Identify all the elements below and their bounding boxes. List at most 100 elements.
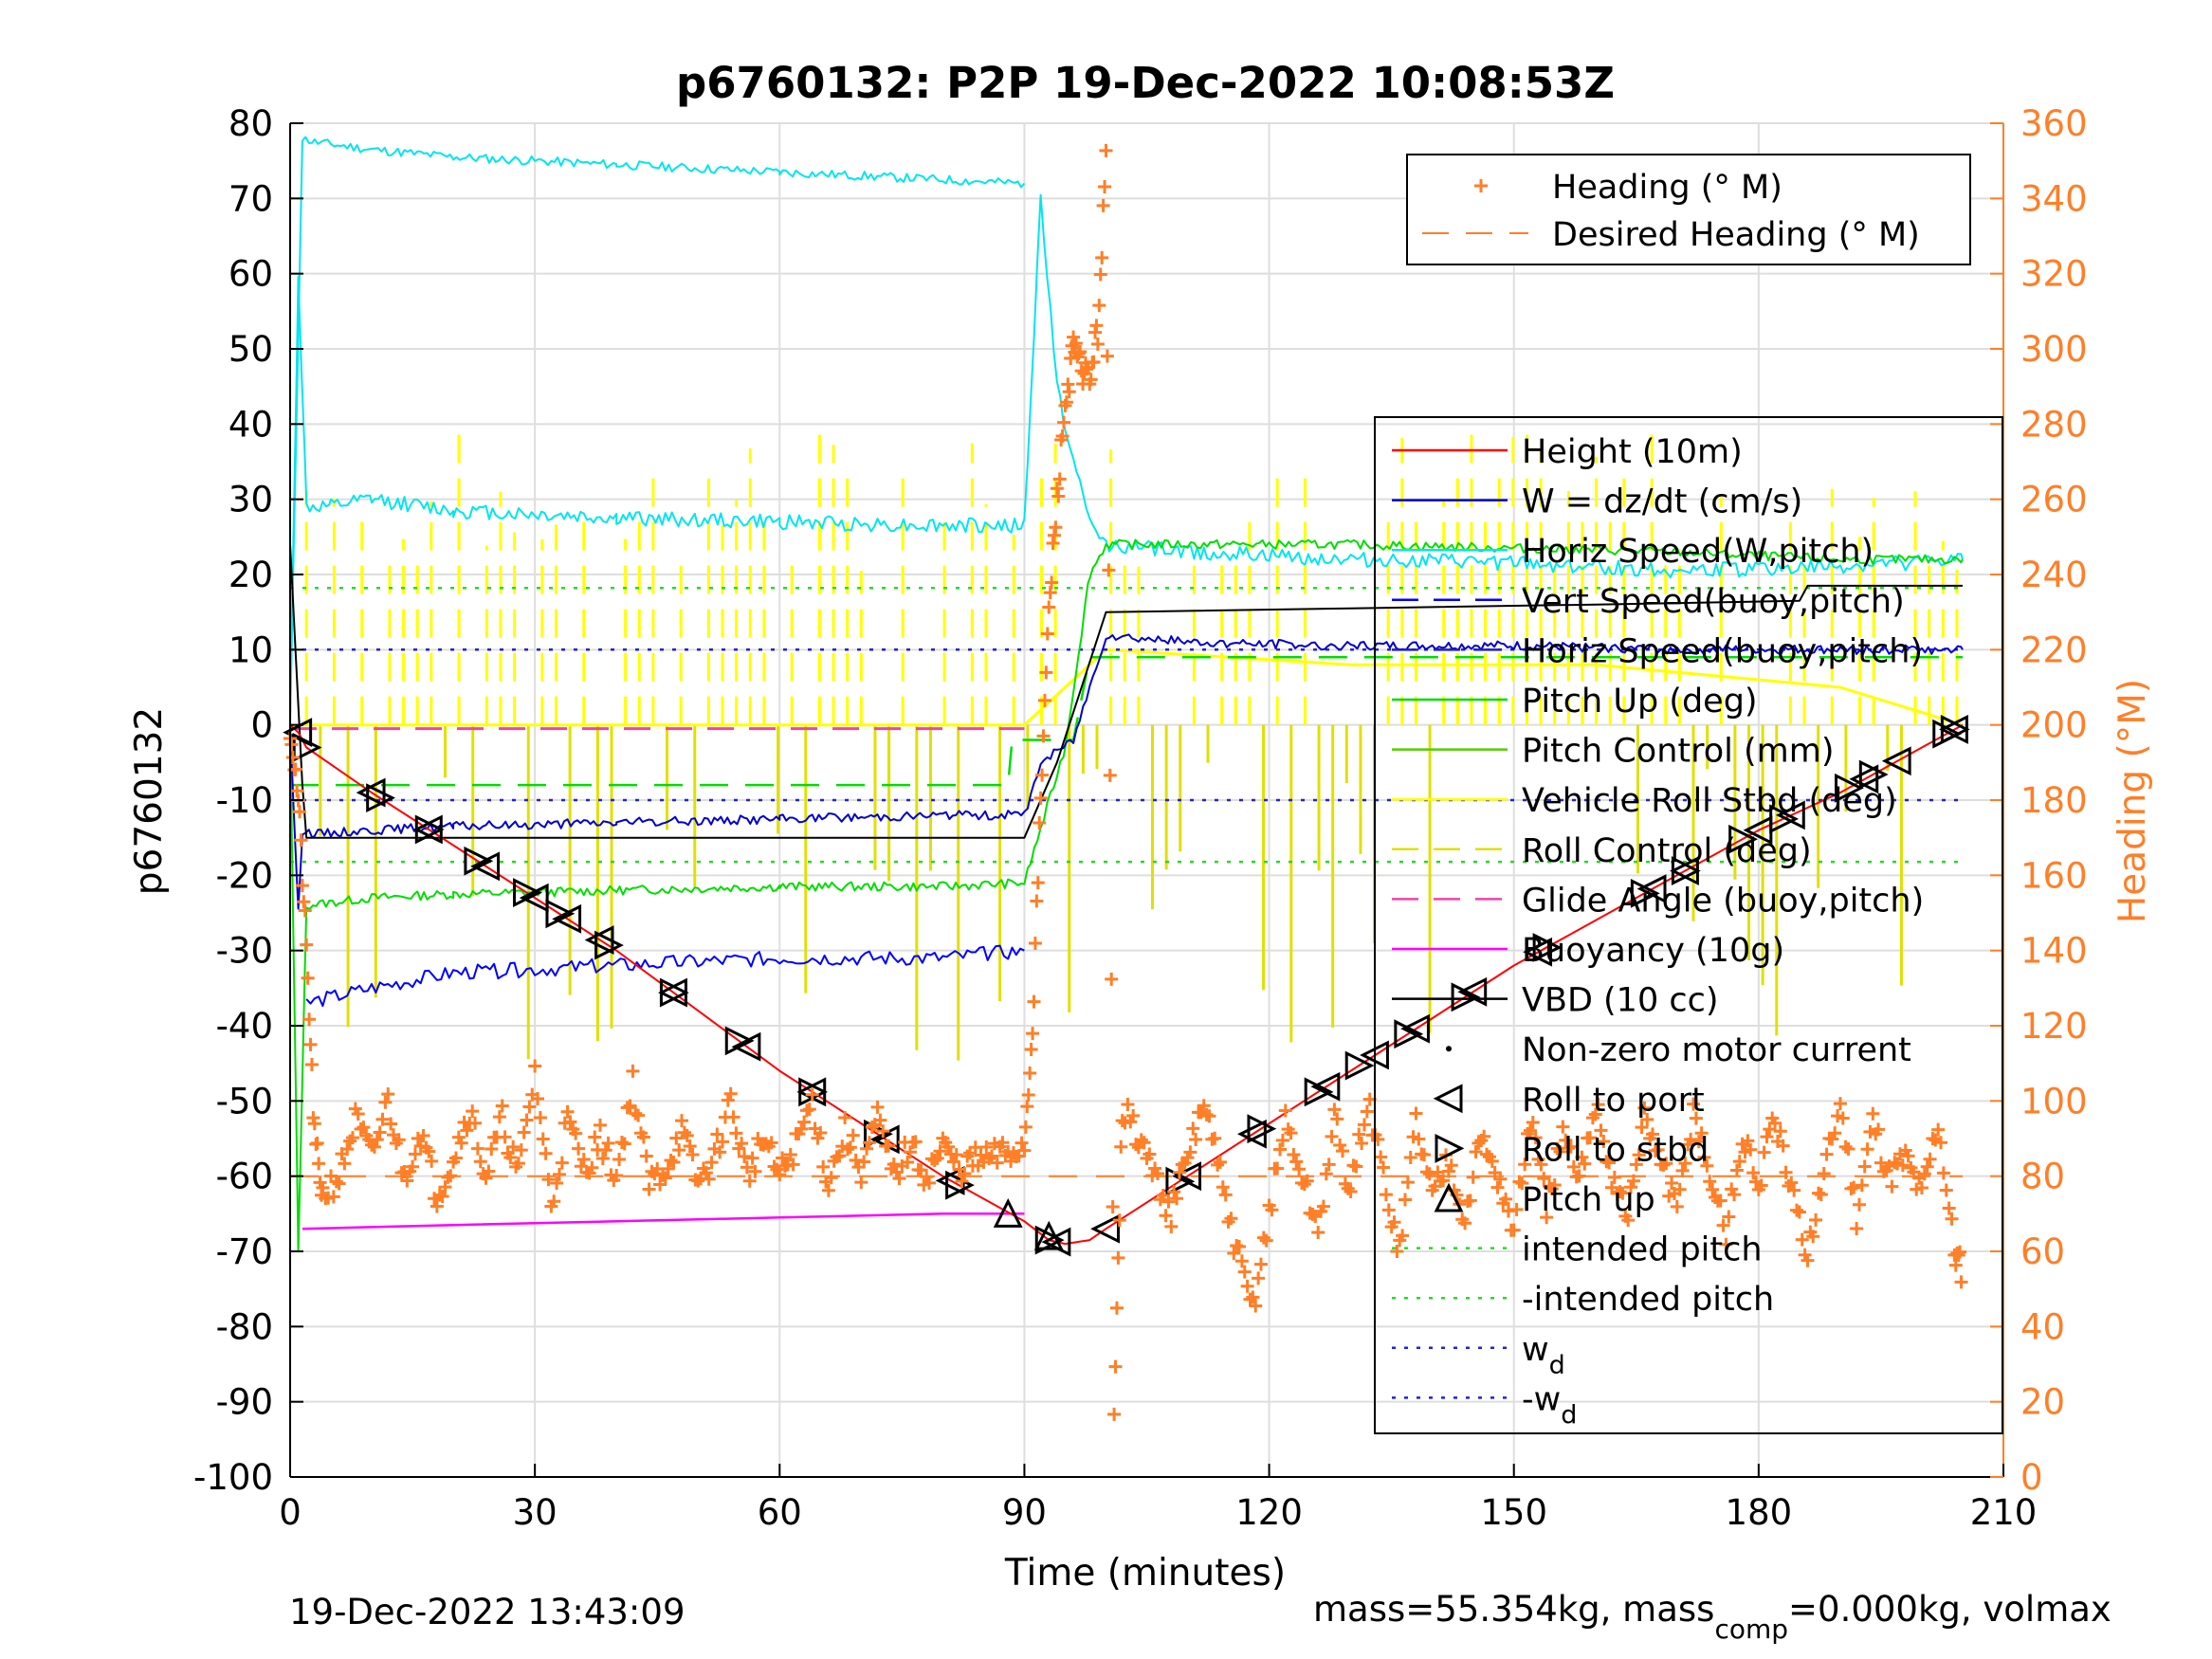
heading-marker (1659, 1157, 1673, 1171)
heading-marker (406, 1159, 420, 1174)
heading-marker (882, 1139, 896, 1153)
heading-marker (460, 1123, 474, 1138)
heading-marker (1469, 1145, 1483, 1159)
y2-tick-label: 200 (2020, 705, 2088, 746)
heading-marker (832, 1149, 847, 1163)
heading-marker (1398, 1193, 1412, 1207)
heading-marker (614, 1135, 629, 1149)
main-legend-box (1374, 416, 2003, 1434)
heading-marker (979, 1139, 994, 1154)
x-tick-label: 210 (1970, 1492, 2038, 1533)
heading-marker (1583, 1131, 1598, 1145)
heading-marker (1621, 1213, 1636, 1228)
heading-marker (1537, 1172, 1551, 1186)
heading-marker (1575, 1150, 1589, 1164)
y-tick-label: 80 (229, 103, 273, 144)
heading-marker (1143, 1147, 1157, 1161)
heading-marker (1697, 1150, 1711, 1164)
heading-marker (740, 1160, 754, 1175)
heading-marker (1463, 1194, 1477, 1208)
heading-marker (1744, 1142, 1758, 1157)
heading-marker (588, 1130, 602, 1144)
heading-marker (1265, 1203, 1279, 1217)
heading-marker (295, 879, 309, 893)
heading-legend-entry: Desired Heading (° M) (1552, 216, 1920, 254)
heading-marker (1134, 1133, 1148, 1147)
heading-marker (990, 1156, 1004, 1170)
x-tick-label: 60 (758, 1492, 802, 1533)
roll-to-port-marker (731, 1031, 761, 1062)
heading-marker (1183, 1145, 1197, 1159)
y2-tick-label: 100 (2020, 1081, 2088, 1121)
heading-marker (721, 1093, 735, 1107)
heading-marker (1035, 768, 1050, 782)
heading-marker (1172, 1165, 1186, 1179)
legend-dot-symbol (1446, 1046, 1452, 1052)
roll-to-stbd-marker (1394, 1019, 1424, 1049)
heading-marker (1202, 1109, 1216, 1123)
roll-to-stbd-marker (724, 1026, 755, 1056)
heading-marker (1069, 337, 1083, 351)
heading-marker (642, 1182, 656, 1196)
heading-marker (473, 1155, 487, 1169)
heading-marker (1836, 1111, 1850, 1125)
heading-marker (639, 1149, 653, 1163)
y-tick-label: -70 (216, 1231, 273, 1272)
heading-marker (400, 1174, 414, 1188)
heading-marker (862, 1136, 876, 1150)
heading-marker (1352, 1127, 1366, 1141)
heading-marker (1635, 1121, 1649, 1135)
legend-triangle-symbol (1433, 1084, 1463, 1114)
heading-marker (1624, 1180, 1638, 1194)
heading-marker (1098, 180, 1112, 194)
heading-marker (1914, 1181, 1929, 1195)
heading-marker (312, 1157, 326, 1171)
series-w (289, 633, 1964, 910)
heading-marker (1526, 1116, 1540, 1129)
heading-marker (307, 1117, 321, 1131)
heading-marker (1518, 1158, 1532, 1172)
heading-marker (1594, 1123, 1608, 1138)
heading-marker (1566, 1159, 1581, 1174)
heading-marker (1161, 1194, 1176, 1209)
heading-marker (1499, 1192, 1513, 1206)
y-tick-label: -80 (216, 1306, 273, 1347)
heading-marker (1602, 1156, 1617, 1170)
heading-marker (903, 1145, 917, 1159)
heading-marker (982, 1152, 996, 1166)
heading-marker (1087, 355, 1101, 369)
heading-marker (1954, 1275, 1968, 1289)
heading-marker (1246, 1290, 1260, 1304)
heading-marker (1322, 1158, 1336, 1172)
y-axis-label: p6760132 (128, 707, 171, 895)
heading-marker (1089, 319, 1104, 333)
heading-marker (636, 1130, 650, 1144)
heading-marker (658, 1171, 672, 1185)
heading-marker (1885, 1179, 1899, 1194)
heading-marker (378, 1095, 393, 1109)
heading-marker (1224, 1212, 1238, 1226)
heading-marker (560, 1104, 575, 1119)
heading-marker (1728, 1188, 1742, 1202)
heading-marker (482, 1164, 496, 1178)
heading-marker (1284, 1126, 1298, 1140)
main-legend-entry: Horiz Speed(buoy,pitch) (1522, 632, 1923, 670)
heading-marker (1819, 1147, 1834, 1161)
heading-marker (764, 1136, 778, 1150)
roll-to-stbd-marker (594, 930, 624, 960)
heading-marker (294, 833, 308, 848)
heading-marker (1768, 1116, 1782, 1130)
heading-marker (713, 1145, 727, 1159)
heading-marker (946, 1155, 960, 1169)
heading-marker (745, 1151, 759, 1165)
y-tick-label: -10 (216, 780, 273, 821)
y-tick-label: 10 (229, 629, 273, 670)
heading-marker (1795, 1232, 1809, 1247)
heading-marker (1801, 1253, 1815, 1267)
heading-marker (773, 1168, 787, 1182)
heading-marker (716, 1135, 730, 1149)
heading-marker (631, 1108, 646, 1122)
heading-marker (392, 1133, 406, 1147)
heading-marker (1540, 1211, 1554, 1225)
heading-marker (865, 1121, 879, 1135)
